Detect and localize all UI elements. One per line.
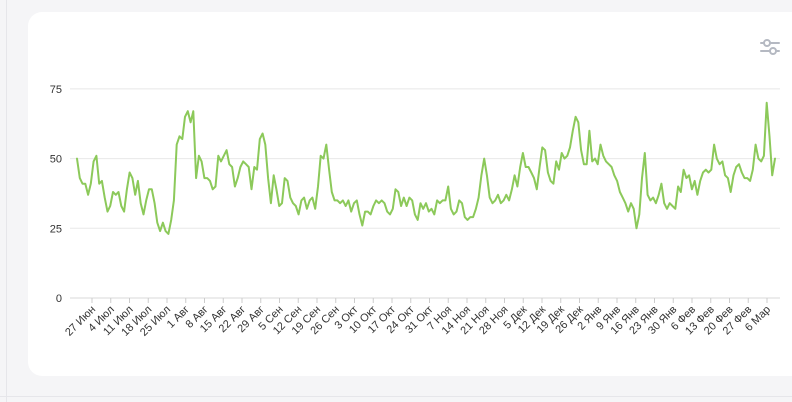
y-axis-ticks: 0 25 50 75: [50, 84, 62, 305]
y-tick-label: 25: [50, 223, 62, 235]
page-left-border: [6, 0, 7, 402]
chart-card: [28, 12, 792, 376]
sliders-icon: [760, 39, 780, 55]
series-line: [76, 101, 776, 235]
chart-settings-button[interactable]: [758, 36, 782, 58]
y-tick-label: 75: [50, 84, 62, 96]
chart-grid: [70, 88, 780, 299]
y-tick-label: 0: [56, 293, 62, 305]
page-bottom-border: [0, 396, 792, 397]
y-tick-label: 50: [50, 154, 62, 166]
